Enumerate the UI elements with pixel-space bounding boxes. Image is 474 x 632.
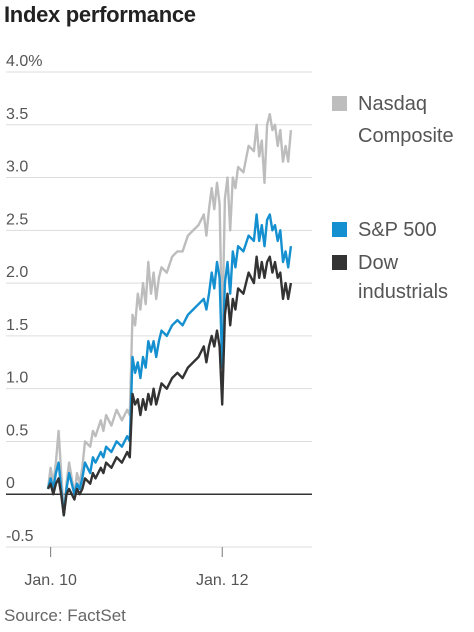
y-tick-label: 0.5 <box>6 422 28 439</box>
y-tick-label: 0 <box>6 475 15 492</box>
chart-title: Index performance <box>4 2 196 27</box>
legend-label: industrials <box>358 281 448 303</box>
legend-label: Composite <box>358 125 454 147</box>
y-tick-label: 3.5 <box>6 106 28 123</box>
series-line-0 <box>46 113 293 517</box>
x-tick-label: Jan. 10 <box>24 572 77 589</box>
legend-label: Nasdaq <box>358 93 427 115</box>
series-line-2 <box>46 255 293 517</box>
y-tick-labels: 4.0% 3.5 3.0 2.5 2.0 1.5 1.0 0.5 0 -0.5 <box>6 53 42 545</box>
y-tick-label: 2.0 <box>6 264 28 281</box>
series-lines <box>46 113 293 517</box>
legend-swatch <box>332 96 347 111</box>
source-note: Source: FactSet <box>4 606 126 625</box>
legend-swatch <box>332 255 347 270</box>
y-tick-label: 1.5 <box>6 317 28 334</box>
legend-label: Dow <box>358 252 399 274</box>
y-tick-label: 3.0 <box>6 159 28 176</box>
x-tick-label: Jan. 12 <box>196 572 249 589</box>
legend-label: S&P 500 <box>358 219 437 241</box>
y-tick-label: 1.0 <box>6 370 28 387</box>
legend: Nasdaq Composite S&P 500 Dow industrials <box>332 93 454 303</box>
y-tick-label: -0.5 <box>6 528 34 545</box>
series-line-1 <box>46 213 293 517</box>
x-axis: Jan. 10 Jan. 12 <box>24 547 249 589</box>
y-tick-label: 2.5 <box>6 211 28 228</box>
legend-swatch <box>332 222 347 237</box>
y-tick-label: 4.0% <box>6 53 42 70</box>
